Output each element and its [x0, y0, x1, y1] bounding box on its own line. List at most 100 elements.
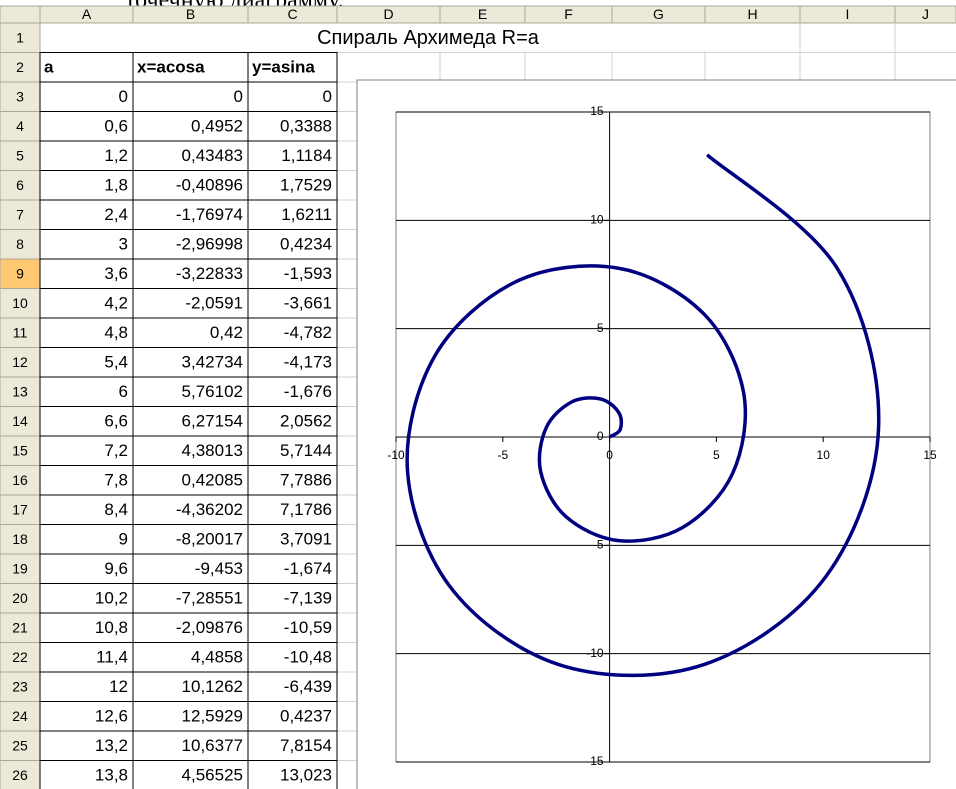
y-tick-label: 5: [597, 321, 604, 335]
table-cell: [39, 376, 134, 407]
column-label: B: [186, 6, 195, 22]
cell-value: 5,76102: [182, 382, 243, 401]
table-cell: [247, 612, 338, 643]
row-header: [0, 347, 41, 378]
row-number: 21: [12, 619, 28, 635]
table-cell: [247, 406, 338, 437]
cell-value: 4,38013: [182, 441, 243, 460]
cell-value: 1,8: [104, 176, 128, 195]
row-number: 15: [12, 442, 28, 458]
table-cell: [132, 317, 249, 348]
cell-value: -0,40896: [176, 176, 243, 195]
y-tick-label: -15: [586, 754, 604, 768]
cell-value: -3,22833: [176, 264, 243, 283]
row-header: [0, 435, 41, 466]
row-header: [0, 317, 41, 348]
cell-value: 0,42085: [182, 471, 243, 490]
cell-value: -7,28551: [176, 589, 243, 608]
row-header: [0, 701, 41, 732]
cell-value: 7,2: [104, 441, 128, 460]
cell-value: 12: [109, 677, 128, 696]
table-cell: [247, 229, 338, 260]
cell-value: -6,439: [284, 677, 332, 696]
cell-value: 6,27154: [182, 412, 243, 431]
row-number: 13: [12, 383, 28, 399]
table-cell: [247, 435, 338, 466]
row-number: 11: [13, 324, 28, 340]
table-cell: [132, 435, 249, 466]
table-cell: [39, 52, 134, 83]
cell-value: 4,8: [104, 323, 128, 342]
row-header: [0, 553, 41, 584]
cell-value: 0: [119, 87, 128, 106]
table-cell: [39, 760, 134, 789]
cell-value: 1,1184: [281, 146, 332, 165]
cell-value: -2,96998: [176, 235, 243, 254]
y-tick-label: -10: [586, 646, 604, 660]
x-tick-label: 10: [817, 448, 831, 462]
row-number: 24: [12, 708, 28, 724]
row-number: 25: [12, 737, 28, 753]
cell-value: 1,7529: [280, 176, 332, 195]
row-header: [0, 642, 41, 673]
cell-value: -4,782: [284, 323, 332, 342]
row-number: 9: [16, 265, 24, 281]
cell-value: 7,8154: [280, 736, 332, 755]
cell-value: 0,42: [210, 323, 243, 342]
y-tick-label: -5: [593, 538, 604, 552]
table-cell: [247, 317, 338, 348]
table-cell: [39, 258, 134, 289]
x-tick-label: 15: [923, 448, 937, 462]
cell-value: 2,0562: [280, 412, 332, 431]
table-cell: [132, 494, 249, 525]
cell-value: 8,4: [104, 500, 128, 519]
cell-value: -1,76974: [176, 205, 243, 224]
y-tick-label: 10: [590, 213, 604, 227]
column-label: H: [747, 6, 757, 22]
table-cell: [247, 170, 338, 201]
row-header: [0, 494, 41, 525]
cell-value: -1,674: [284, 559, 332, 578]
cell-value: 0,4952: [191, 117, 243, 136]
cell-value: 11,4: [96, 648, 128, 667]
row-number: 14: [12, 413, 28, 429]
x-tick-label: 5: [713, 448, 720, 462]
table-cell: [132, 524, 249, 555]
row-number: 10: [12, 295, 28, 311]
cell-value: 6,6: [104, 412, 128, 431]
row-number: 4: [16, 118, 24, 134]
table-cell: [247, 81, 338, 112]
row-number: 12: [12, 354, 28, 370]
table-cell: [39, 288, 134, 319]
row-header: [0, 258, 41, 289]
table-cell: [39, 642, 134, 673]
column-label: G: [653, 6, 664, 22]
x-tick-label: -5: [497, 448, 508, 462]
y-tick-label: 15: [590, 104, 604, 118]
cell-value: 13,023: [280, 766, 332, 785]
cell-value: 1,6211: [281, 205, 332, 224]
cell-value: 5,7144: [280, 441, 332, 460]
column-label: J: [922, 6, 929, 22]
cell-value: -1,676: [284, 382, 332, 401]
row-number: 23: [12, 678, 28, 694]
table-cell: [39, 671, 134, 702]
cell-value: -10,48: [284, 648, 332, 667]
cell-value: 3,6: [104, 264, 128, 283]
row-number: 8: [16, 236, 24, 252]
column-label: A: [82, 6, 92, 22]
cell-value: -10,59: [284, 618, 332, 637]
row-number: 16: [12, 472, 28, 488]
y-tick-label: 0: [597, 429, 604, 443]
row-header: [0, 111, 41, 142]
cell-value: -2,09876: [176, 618, 243, 637]
cell-value: -4,36202: [176, 500, 243, 519]
row-number: 2: [16, 59, 24, 75]
cell-value: 4,2: [104, 294, 128, 313]
row-number: 1: [16, 29, 24, 45]
cell-value: -1,593: [284, 264, 332, 283]
row-header: [0, 22, 41, 53]
cell-value: 0,3388: [280, 117, 332, 136]
cell-value: 7,7886: [280, 471, 332, 490]
table-cell: [39, 701, 134, 732]
